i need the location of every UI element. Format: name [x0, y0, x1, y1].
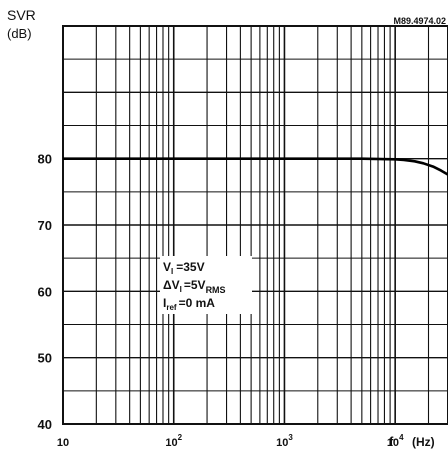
condition-iref-sub: ref [166, 303, 177, 312]
condition-dvi-sub: I [180, 285, 182, 294]
x-tick-labels: 10 102 103 104 [57, 433, 404, 449]
y-axis-label: SVR [7, 7, 36, 23]
condition-dvi-value: =5V [184, 278, 206, 292]
plot-border [62, 25, 448, 425]
conditions-box-bg [160, 256, 252, 314]
x-axis-label: f [389, 434, 394, 449]
condition-dvi-unit-sub: RMS [206, 285, 226, 295]
x-tick-label: 103 [276, 433, 293, 449]
conditions-annotation: VI =35V ΔVI =5VRMS Iref =0 mA [160, 256, 252, 314]
condition-iref: Iref =0 mA [163, 296, 215, 312]
y-tick-label: 80 [38, 152, 52, 167]
condition-dvi: ΔVI =5VRMS [163, 278, 226, 295]
x-tick-label: 104 [387, 433, 404, 449]
x-tick-label: 10 [57, 437, 69, 449]
figure-reference: M89.4974.02 [393, 16, 446, 26]
y-tick-label: 70 [38, 218, 52, 233]
condition-iref-value: =0 mA [179, 296, 216, 310]
condition-vi-value: =35V [176, 260, 204, 274]
series-layer [63, 157, 448, 176]
y-tick-label: 50 [38, 351, 52, 366]
condition-vi: VI =35V [163, 260, 205, 276]
svr-curve [63, 157, 448, 176]
grid-layer [62, 25, 448, 425]
condition-vi-sub: I [171, 267, 173, 276]
y-tick-labels: 40 50 60 70 80 [38, 152, 52, 432]
x-axis-unit: (Hz) [412, 435, 435, 449]
condition-vi-symbol: V [163, 260, 171, 274]
condition-iref-symbol: I [163, 296, 166, 310]
y-axis-unit: (dB) [7, 26, 32, 41]
y-tick-label: 40 [38, 417, 52, 432]
x-tick-label: 102 [165, 433, 182, 449]
y-tick-label: 60 [38, 284, 52, 299]
condition-dvi-symbol: ΔV [163, 278, 180, 292]
